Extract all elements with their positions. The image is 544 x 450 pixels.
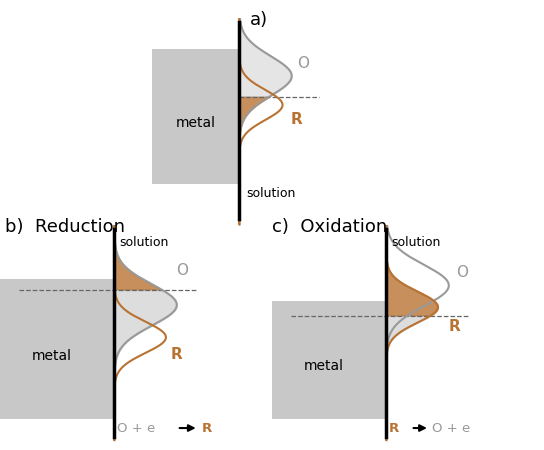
Bar (152, 49, 239, 184)
Text: solution: solution (246, 188, 295, 200)
Text: R: R (290, 112, 302, 127)
Bar (272, 301, 386, 419)
Text: R: R (201, 422, 212, 435)
Text: a): a) (250, 11, 268, 29)
Text: b)  Reduction: b) Reduction (5, 218, 126, 236)
Text: O: O (456, 265, 468, 280)
Bar (0, 279, 114, 419)
Text: solution: solution (392, 236, 441, 249)
Text: c)  Oxidation: c) Oxidation (272, 218, 387, 236)
Text: metal: metal (176, 116, 216, 130)
Text: metal: metal (32, 349, 71, 363)
Text: R: R (389, 422, 399, 435)
Text: O + e: O + e (432, 422, 471, 435)
Text: O + e: O + e (117, 422, 155, 435)
Text: R: R (448, 319, 460, 334)
Text: O: O (176, 263, 188, 278)
Text: R: R (171, 347, 183, 362)
Text: solution: solution (120, 236, 169, 249)
Text: metal: metal (304, 360, 343, 374)
Text: O: O (297, 56, 309, 71)
